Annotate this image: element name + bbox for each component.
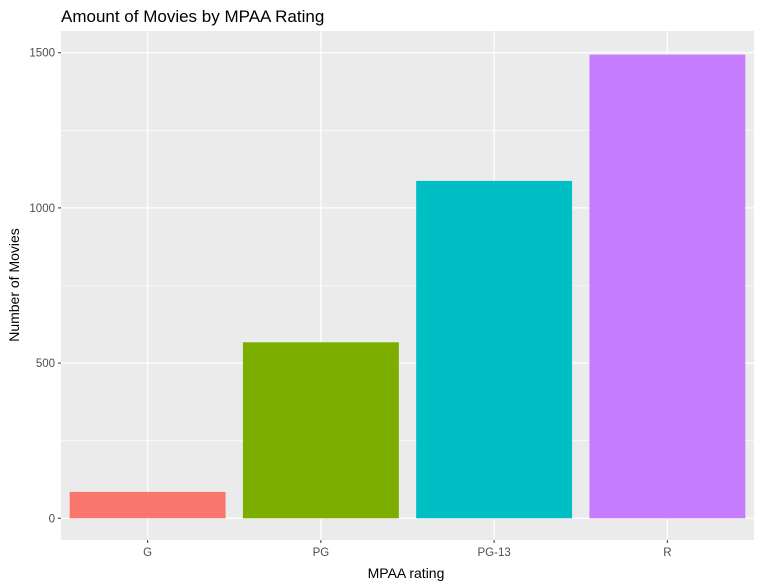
y-axis: 0 500 1000 1500 — [29, 48, 61, 525]
x-tick-label: PG-13 — [478, 547, 511, 559]
y-tick-label: 1000 — [29, 203, 55, 215]
y-tick-label: 500 — [36, 358, 55, 370]
y-axis-title: Number of Movies — [6, 228, 22, 342]
x-axis-title: MPAA rating — [368, 565, 445, 581]
bar-pg-13 — [416, 180, 573, 519]
y-tick-label: 0 — [49, 513, 55, 525]
y-tick-label: 1500 — [29, 48, 55, 60]
bar-r — [589, 54, 746, 519]
x-tick-label: G — [143, 547, 152, 559]
bar-g — [69, 491, 226, 519]
chart-title: Amount of Movies by MPAA Rating — [61, 7, 324, 26]
x-tick-label: PG — [313, 547, 330, 559]
x-axis: G PG PG-13 R — [143, 540, 672, 559]
bar-pg — [242, 342, 399, 519]
x-tick-label: R — [663, 547, 671, 559]
bars — [69, 54, 746, 519]
